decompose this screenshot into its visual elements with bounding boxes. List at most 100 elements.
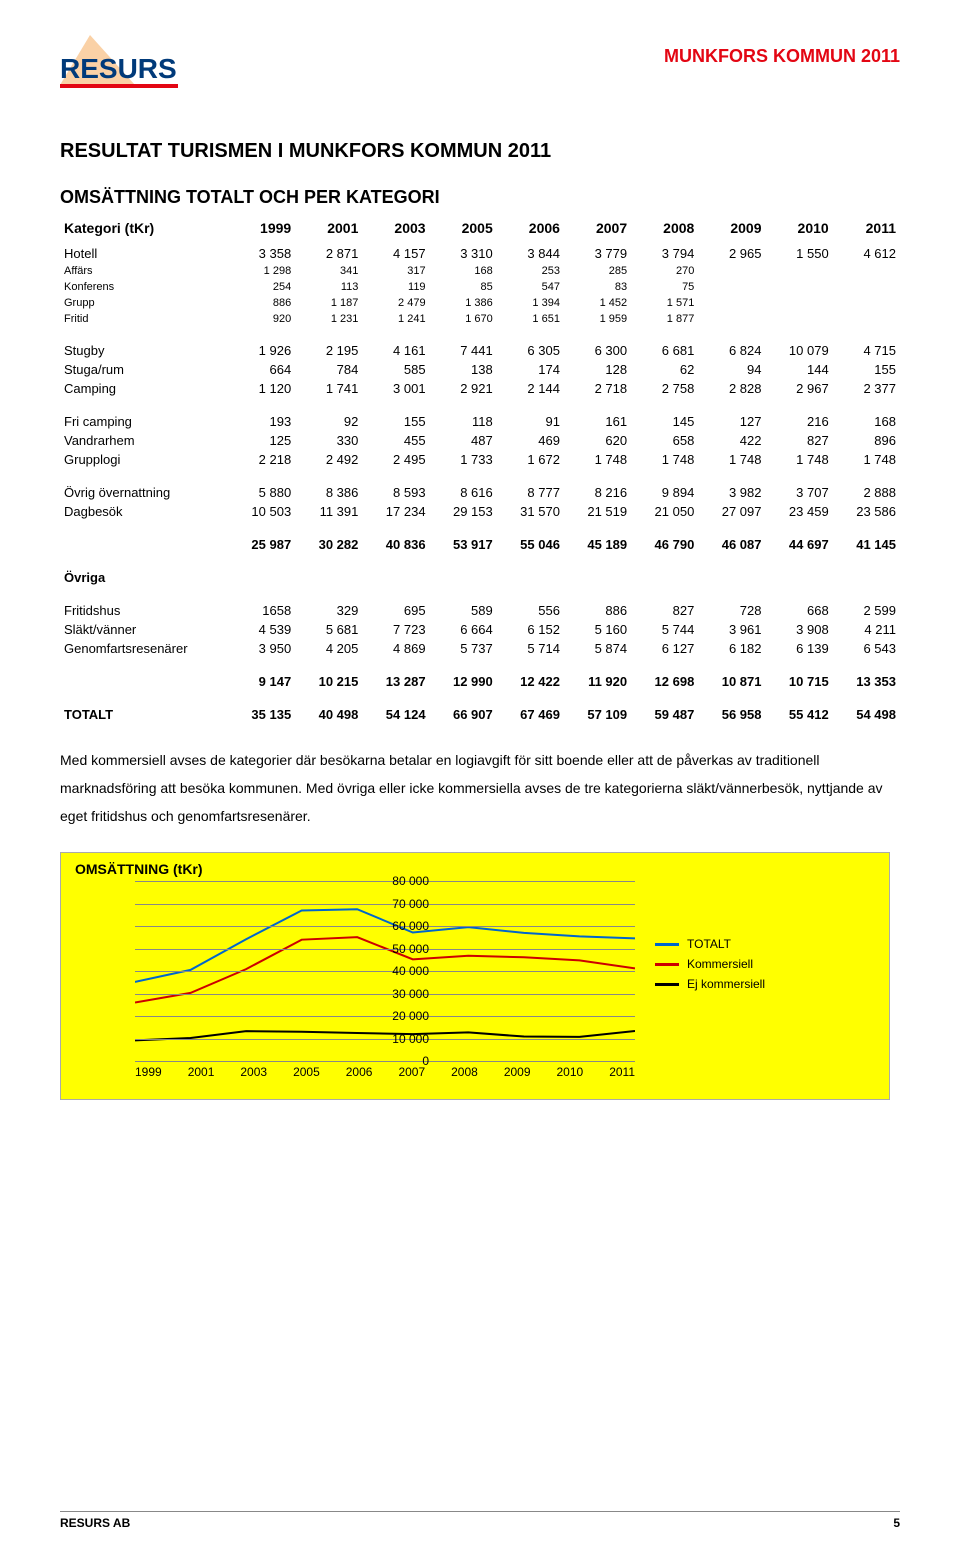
cell: 784 [295,360,362,379]
row-label: Grupplogi [60,450,228,469]
cell: 886 [228,295,295,311]
cell: 317 [362,263,429,279]
cell: 25 987 [228,535,295,554]
cell: 585 [362,360,429,379]
table-row: Stugby1 9262 1954 1617 4416 3056 3006 68… [60,341,900,360]
cell: 330 [295,431,362,450]
cell: 168 [430,263,497,279]
cell: 547 [497,279,564,295]
cell: 2 871 [295,244,362,263]
row-label: Affärs [60,263,228,279]
cell [766,568,833,587]
cell: 285 [564,263,631,279]
cell [698,311,765,327]
cell: 827 [766,431,833,450]
x-tick-label: 2006 [346,1065,373,1079]
y-tick-label: 10 000 [373,1032,429,1046]
cell: 4 161 [362,341,429,360]
cell: 1 120 [228,379,295,398]
row-header-label: Kategori (tKr) [60,218,228,244]
logo-text: RESURS [60,53,177,84]
y-tick-label: 0 [373,1054,429,1068]
cell: 2 479 [362,295,429,311]
footer: RESURS AB 5 [60,1511,900,1530]
cell [497,568,564,587]
year-header: 2006 [497,218,564,244]
row-label: Genomfartsresenärer [60,639,228,658]
cell: 2 218 [228,450,295,469]
cell: 2 965 [698,244,765,263]
cell: 1 571 [631,295,698,311]
cell: 1 672 [497,450,564,469]
cell: 6 681 [631,341,698,360]
row-label: Fri camping [60,412,228,431]
cell: 455 [362,431,429,450]
cell [362,568,429,587]
x-tick-label: 2011 [609,1065,635,1079]
cell: 896 [833,431,900,450]
legend-label: Kommersiell [687,957,753,971]
logo-svg: RESURS [60,30,190,104]
cell: 3 707 [766,483,833,502]
cell: 13 353 [833,672,900,691]
y-tick-label: 60 000 [373,919,429,933]
cell: 1 452 [564,295,631,311]
cell: 6 300 [564,341,631,360]
cell: 8 616 [430,483,497,502]
cell: 17 234 [362,502,429,521]
cell: 1 877 [631,311,698,327]
logo-underline [60,84,178,88]
cell: 4 211 [833,620,900,639]
cell: 2 718 [564,379,631,398]
row-label: Fritidshus [60,601,228,620]
cell: 4 869 [362,639,429,658]
legend-item: Ej kommersiell [655,977,765,991]
cell: 21 050 [631,502,698,521]
y-tick-label: 20 000 [373,1009,429,1023]
y-tick-label: 30 000 [373,987,429,1001]
row-label: TOTALT [60,705,228,724]
cell [698,295,765,311]
cell: 1 187 [295,295,362,311]
cell [698,568,765,587]
cell: 4 205 [295,639,362,658]
cell: 13 287 [362,672,429,691]
cell: 2 967 [766,379,833,398]
cell [228,568,295,587]
table-row: Vandrarhem125330455487469620658422827896 [60,431,900,450]
cell: 31 570 [497,502,564,521]
cell: 1 394 [497,295,564,311]
cell: 827 [631,601,698,620]
cell: 83 [564,279,631,295]
cell: 5 714 [497,639,564,658]
y-tick-label: 50 000 [373,942,429,956]
x-tick-label: 2001 [188,1065,215,1079]
table-row: Affärs1 298341317168253285270 [60,263,900,279]
footer-left: RESURS AB [60,1516,130,1530]
year-header: 2005 [430,218,497,244]
cell: 422 [698,431,765,450]
table-row: Camping1 1201 7413 0012 9212 1442 7182 7… [60,379,900,398]
table-row: Övriga [60,568,900,587]
page-title: RESULTAT TURISMEN I MUNKFORS KOMMUN 2011 [60,140,900,163]
cell: 161 [564,412,631,431]
cell: 2 144 [497,379,564,398]
cell: 6 824 [698,341,765,360]
cell: 144 [766,360,833,379]
cell: 9 894 [631,483,698,502]
row-label: Stuga/rum [60,360,228,379]
cell: 10 215 [295,672,362,691]
cell: 155 [362,412,429,431]
x-tick-label: 2005 [293,1065,320,1079]
cell [766,295,833,311]
cell: 2 495 [362,450,429,469]
cell: 4 612 [833,244,900,263]
cell: 1 741 [295,379,362,398]
cell: 2 888 [833,483,900,502]
cell: 2 921 [430,379,497,398]
cell: 44 697 [766,535,833,554]
cell: 5 744 [631,620,698,639]
cell: 1 241 [362,311,429,327]
table-row: Släkt/vänner4 5395 6817 7236 6646 1525 1… [60,620,900,639]
cell: 113 [295,279,362,295]
